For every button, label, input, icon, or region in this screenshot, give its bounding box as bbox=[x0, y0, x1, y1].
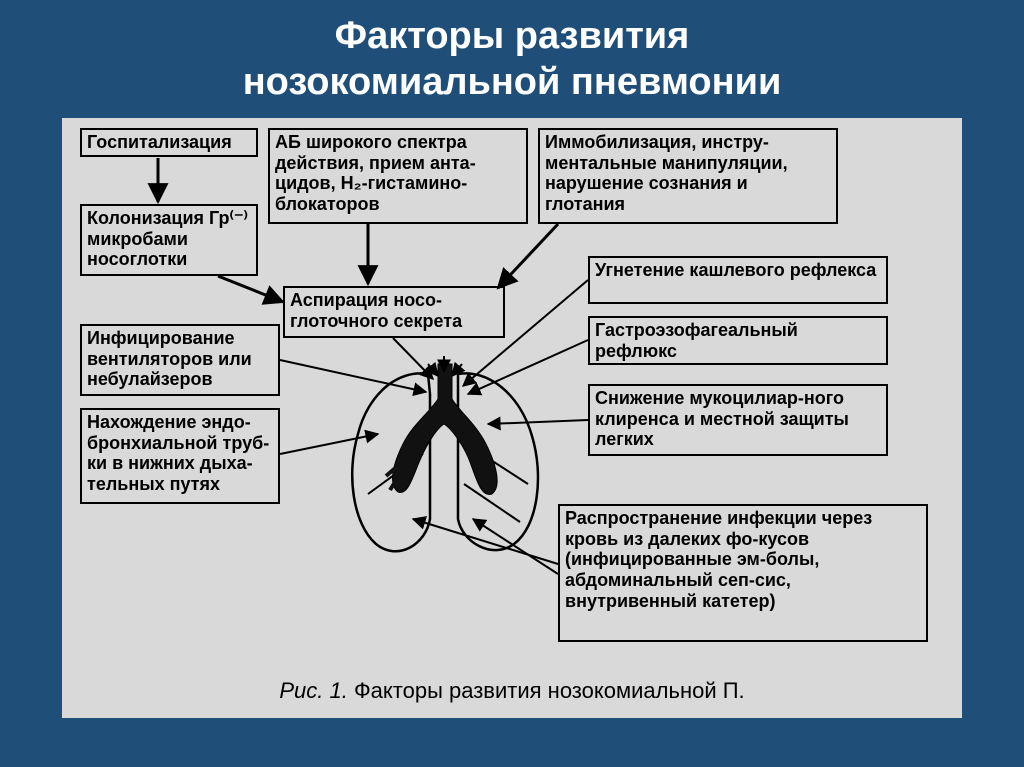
arrow bbox=[280, 360, 426, 392]
arrow bbox=[280, 434, 378, 454]
arrow bbox=[393, 338, 433, 379]
arrow bbox=[468, 340, 588, 394]
figure-panel: Госпитализация Колонизация Гр⁽⁻⁾ микроба… bbox=[62, 118, 962, 718]
box-antibiotics: АБ широкого спектра действия, прием анта… bbox=[268, 128, 528, 224]
box-colonization: Колонизация Гр⁽⁻⁾ микробами носоглотки bbox=[80, 204, 258, 276]
box-ventilator-infect: Инфицирование вентиляторов или небулайзе… bbox=[80, 324, 280, 396]
box-ger: Гастроэзофагеальный рефлюкс bbox=[588, 316, 888, 365]
box-mucociliary: Снижение мукоцилиар-ного клиренса и мест… bbox=[588, 384, 888, 456]
box-immobilization: Иммобилизация, инстру-ментальные манипул… bbox=[538, 128, 838, 224]
caption-text: Факторы развития нозокомиальной П. bbox=[354, 678, 745, 703]
slide-title: Факторы развития нозокомиальной пневмони… bbox=[0, 0, 1024, 105]
slide: Факторы развития нозокомиальной пневмони… bbox=[0, 0, 1024, 767]
lungs-icon bbox=[352, 356, 538, 551]
arrow bbox=[473, 519, 558, 574]
title-line-1: Факторы развития bbox=[335, 15, 690, 57]
box-aspiration: Аспирация носо-глоточного секрета bbox=[283, 286, 505, 338]
figure-caption: Рис. 1. Факторы развития нозокомиальной … bbox=[68, 678, 956, 704]
box-hospitalization: Госпитализация bbox=[80, 128, 258, 157]
arrow bbox=[488, 420, 588, 424]
box-endobronchial-tube: Нахождение эндо-бронхиальной труб-ки в н… bbox=[80, 408, 280, 504]
box-cough-reflex: Угнетение кашлевого рефлекса bbox=[588, 256, 888, 304]
arrow bbox=[413, 519, 558, 564]
arrow bbox=[218, 276, 283, 302]
title-line-2: нозокомиальной пневмонии bbox=[243, 61, 782, 103]
arrow bbox=[498, 224, 558, 288]
caption-prefix: Рис. 1. bbox=[279, 678, 347, 703]
diagram-canvas: Госпитализация Колонизация Гр⁽⁻⁾ микроба… bbox=[68, 124, 956, 712]
box-hematogenous: Распространение инфекции через кровь из … bbox=[558, 504, 928, 642]
